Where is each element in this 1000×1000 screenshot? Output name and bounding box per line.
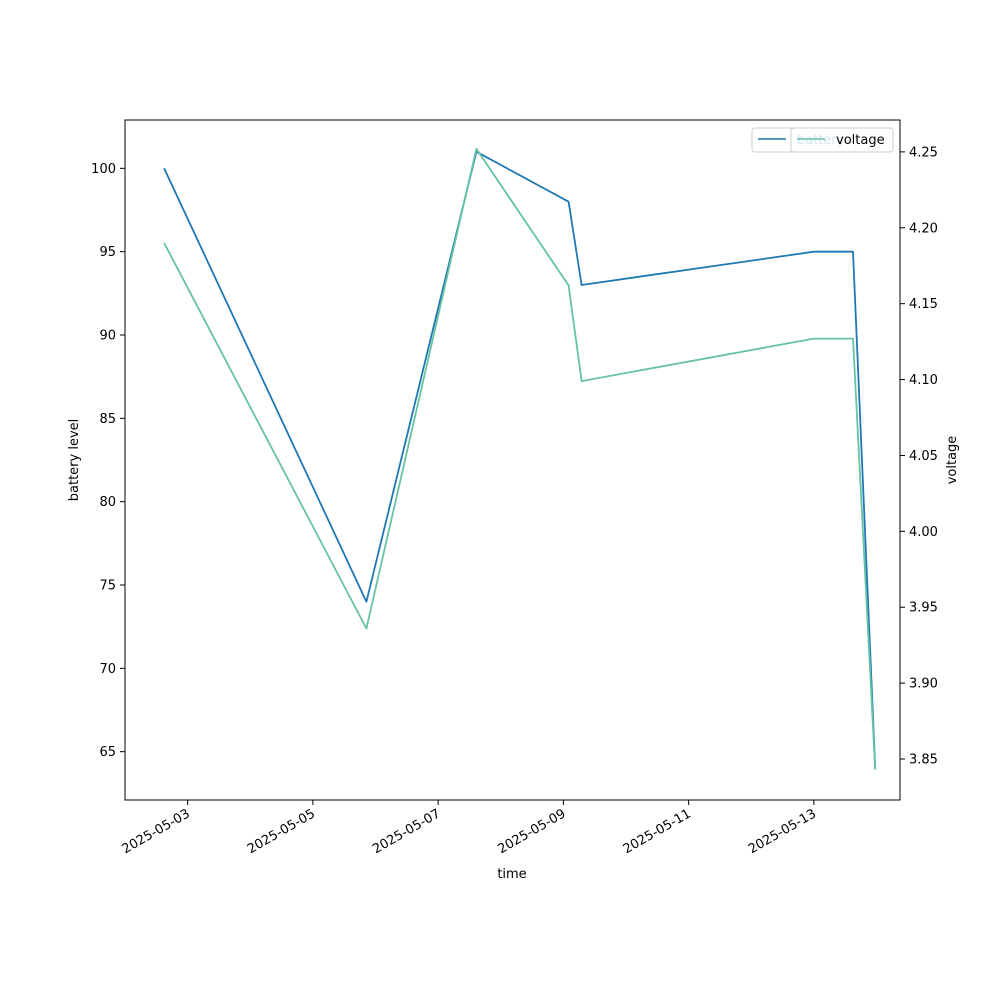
y-axis-right-label: voltage: [945, 436, 960, 485]
y-right-tick-label: 4.10: [909, 373, 938, 388]
x-axis: 2025-05-03 2025-05-05 2025-05-07 2025-05-09…: [120, 800, 819, 857]
x-tick-label: 2025-05-03: [120, 806, 193, 857]
x-axis-label: time: [497, 867, 526, 882]
legend-voltage: voltage: [790, 127, 894, 153]
x-tick-label: 2025-05-09: [495, 806, 568, 857]
y-right-tick-label: 3.85: [909, 753, 938, 768]
y-left-tick-label: 100: [91, 162, 116, 177]
y-left-tick-label: 80: [99, 495, 116, 510]
plot-lines: [163, 147, 877, 770]
x-tick-label: 2025-05-05: [245, 806, 318, 857]
y-left-tick-label: 70: [99, 662, 116, 677]
y-axis-right: 3.85 3.90 3.95 4.00 4.05 4.10 4.15 4.20 4.25: [900, 145, 938, 768]
y-left-tick-label: 85: [99, 412, 116, 427]
y-axis-left: 65 70 75 80 85 90 95 100: [91, 162, 125, 760]
y-right-tick-label: 3.90: [909, 677, 938, 692]
y-axis-left-label: battery level: [67, 419, 82, 502]
y-left-tick-label: 75: [99, 579, 116, 594]
y-left-tick-label: 65: [99, 745, 116, 760]
y-right-tick-label: 3.95: [909, 601, 938, 616]
y-left-tick-label: 90: [99, 329, 116, 344]
series-line-battery: [163, 150, 877, 769]
y-right-tick-label: 4.05: [909, 449, 938, 464]
x-tick-label: 2025-05-11: [621, 806, 694, 857]
plot-frame: [124, 119, 901, 801]
x-tick-label: 2025-05-13: [746, 806, 819, 857]
y-right-tick-label: 4.25: [909, 145, 938, 160]
y-left-tick-label: 95: [99, 245, 116, 260]
y-right-tick-label: 4.00: [909, 525, 938, 540]
y-right-tick-label: 4.15: [909, 297, 938, 312]
legend-voltage-label: voltage: [836, 133, 885, 148]
x-tick-label: 2025-05-07: [370, 806, 443, 857]
y-right-tick-label: 4.20: [909, 221, 938, 236]
legend-box: [790, 127, 894, 153]
series-line-voltage: [163, 147, 877, 770]
